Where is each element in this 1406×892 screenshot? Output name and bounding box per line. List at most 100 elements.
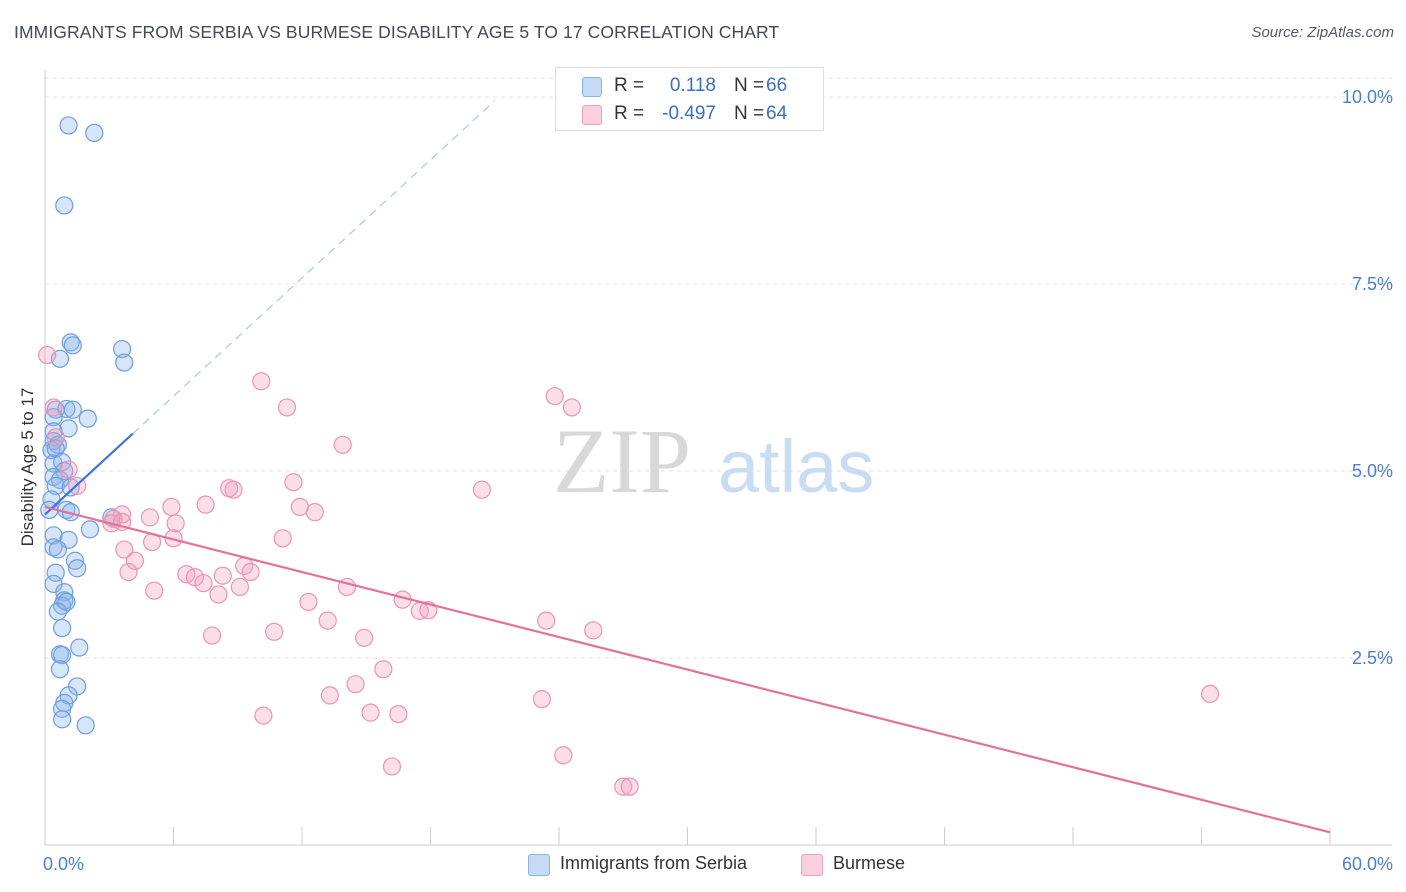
- point-burmese: [318, 611, 337, 630]
- bottom-legend-label-serbia: Immigrants from Serbia: [560, 853, 748, 873]
- point-serbia: [85, 123, 104, 143]
- legend-row-burmese: R = -0.497 N = 64: [556, 100, 823, 128]
- point-burmese: [44, 398, 63, 417]
- legend-swatch-burmese: [582, 105, 602, 125]
- point-serbia: [53, 699, 72, 718]
- point-burmese: [320, 686, 339, 705]
- y-axis-label: Disability Age 5 to 17: [18, 388, 37, 547]
- watermark-atlas: atlas: [718, 425, 874, 508]
- data-points: [38, 116, 1220, 796]
- point-serbia: [46, 476, 65, 496]
- axis-labels: 2.5% 5.0% 7.5% 10.0% 0.0% 60.0% Disability Age…: [18, 87, 1393, 874]
- point-serbia: [61, 333, 80, 352]
- point-serbia: [53, 618, 72, 638]
- point-burmese: [1200, 684, 1220, 704]
- point-serbia: [59, 419, 78, 438]
- point-burmese: [584, 621, 603, 640]
- y-tick-label: 2.5%: [1352, 648, 1393, 668]
- legend-n-label: N =: [734, 103, 765, 124]
- point-burmese: [125, 551, 145, 570]
- point-burmese: [620, 777, 639, 796]
- point-burmese: [202, 626, 222, 645]
- point-burmese: [333, 435, 352, 454]
- point-burmese: [220, 479, 239, 498]
- point-burmese: [194, 574, 213, 593]
- point-serbia: [48, 540, 67, 559]
- point-serbia: [55, 196, 74, 215]
- point-burmese: [537, 611, 556, 630]
- x-tick-label-max: 60.0%: [1342, 854, 1393, 874]
- point-burmese: [265, 622, 284, 641]
- point-burmese: [46, 428, 65, 447]
- point-serbia: [115, 353, 134, 372]
- trend-line-serbia: [44, 432, 134, 516]
- point-serbia: [76, 716, 95, 735]
- point-serbia: [78, 409, 97, 428]
- point-burmese: [254, 706, 273, 725]
- point-serbia: [63, 400, 82, 419]
- point-burmese: [38, 345, 57, 365]
- point-burmese: [374, 660, 393, 679]
- point-serbia: [70, 638, 89, 657]
- point-serbia: [44, 408, 63, 427]
- point-burmese: [230, 577, 249, 597]
- point-burmese: [162, 497, 181, 517]
- point-burmese: [554, 746, 573, 765]
- point-burmese: [614, 777, 633, 796]
- point-burmese: [209, 585, 228, 604]
- legend-swatch-serbia: [582, 77, 602, 97]
- watermark-zip: ZIP: [553, 410, 691, 512]
- point-serbia: [50, 660, 70, 679]
- correlation-legend: R = 0.118 N = 66 R = -0.497 N = 64: [555, 67, 824, 131]
- point-burmese: [277, 398, 297, 417]
- point-serbia: [48, 602, 67, 621]
- y-tick-label: 5.0%: [1352, 461, 1393, 481]
- point-serbia: [53, 710, 72, 729]
- point-burmese: [346, 675, 365, 694]
- point-serbia: [68, 559, 87, 578]
- point-burmese: [472, 480, 491, 499]
- x-tick-label-min: 0.0%: [43, 854, 84, 874]
- point-burmese: [241, 562, 260, 582]
- legend-r-value: -0.497: [662, 103, 716, 124]
- point-burmese: [562, 398, 581, 417]
- point-serbia: [59, 116, 78, 135]
- axes: [44, 70, 1392, 846]
- point-burmese: [213, 566, 232, 585]
- point-serbia: [61, 478, 80, 497]
- point-burmese: [545, 387, 564, 406]
- point-burmese: [59, 460, 78, 479]
- point-burmese: [389, 704, 408, 724]
- point-serbia: [65, 551, 85, 570]
- bottom-legend-swatch-burmese: [801, 854, 823, 876]
- trend-lines: [44, 100, 1331, 834]
- point-burmese: [305, 503, 324, 522]
- point-burmese: [140, 508, 160, 527]
- point-burmese: [196, 495, 215, 514]
- point-burmese: [145, 581, 164, 600]
- point-serbia: [63, 336, 82, 355]
- bottom-legend-swatch-serbia: [528, 854, 550, 876]
- point-burmese: [252, 372, 271, 391]
- point-burmese: [299, 592, 318, 612]
- point-serbia: [53, 645, 72, 665]
- chart-title: IMMIGRANTS FROM SERBIA VS BURMESE DISABI…: [14, 22, 780, 42]
- trend-line-serbia-extension: [132, 100, 496, 435]
- point-burmese: [119, 562, 138, 582]
- point-burmese: [361, 703, 380, 722]
- point-burmese: [273, 529, 292, 548]
- watermark: ZIP atlas: [553, 410, 874, 512]
- point-burmese: [166, 514, 185, 533]
- point-serbia: [46, 563, 65, 582]
- legend-n-value: 66: [766, 75, 788, 96]
- legend-r-value: 0.118: [669, 75, 716, 96]
- bottom-legend-label-burmese: Burmese: [833, 853, 906, 873]
- trend-line-burmese: [44, 505, 1331, 834]
- legend-n-value: 64: [766, 103, 788, 124]
- point-burmese: [284, 473, 303, 492]
- legend-r-label: R =: [614, 75, 645, 96]
- point-burmese: [355, 628, 374, 647]
- y-tick-label: 7.5%: [1352, 274, 1393, 294]
- source-note: Source: ZipAtlas.com: [1251, 24, 1394, 41]
